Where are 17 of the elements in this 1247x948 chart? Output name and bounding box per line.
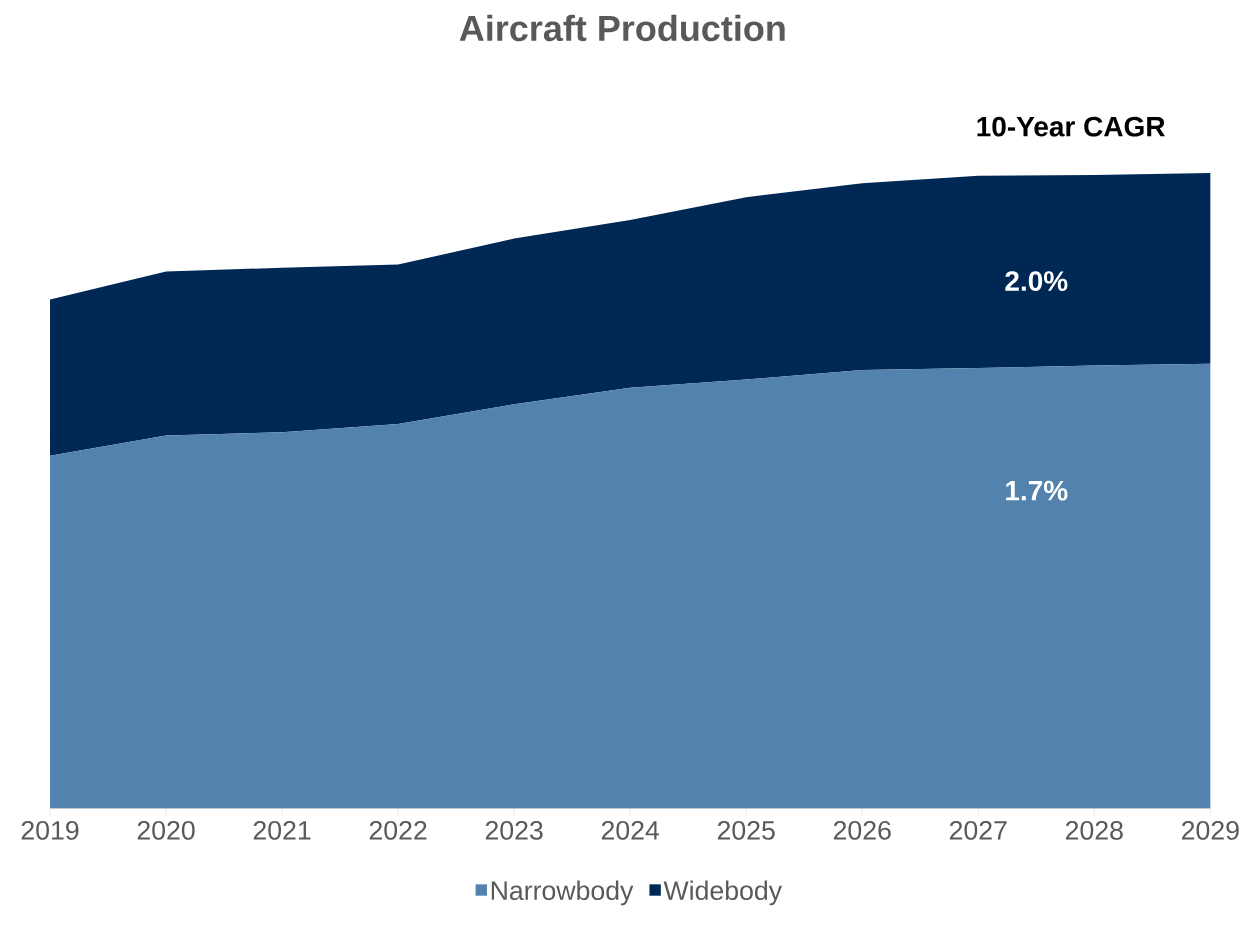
x-tick-label: 2027 <box>949 820 1007 840</box>
x-tick-label: 2028 <box>1065 820 1123 840</box>
legend-label: Widebody <box>663 880 783 906</box>
x-tick-label: 2020 <box>137 820 195 840</box>
x-tick-label: 2025 <box>717 820 775 840</box>
annotation: 1.7% <box>1006 480 1068 501</box>
x-tick-label: 2022 <box>369 820 427 840</box>
x-tick-label: 2019 <box>21 820 79 840</box>
x-tick-label: 2029 <box>1182 820 1239 840</box>
chart-title: Aircraft Production <box>459 14 785 42</box>
annotation: 2.0% <box>1005 271 1068 291</box>
x-tick-label: 2023 <box>485 820 543 840</box>
x-tick-label: 2024 <box>601 820 660 840</box>
x-tick-label: 2021 <box>253 820 311 840</box>
x-tick-label: 2026 <box>833 820 891 840</box>
text: 10-Year CAGR <box>977 116 1165 137</box>
legend-label: Narrowbody <box>491 880 634 906</box>
